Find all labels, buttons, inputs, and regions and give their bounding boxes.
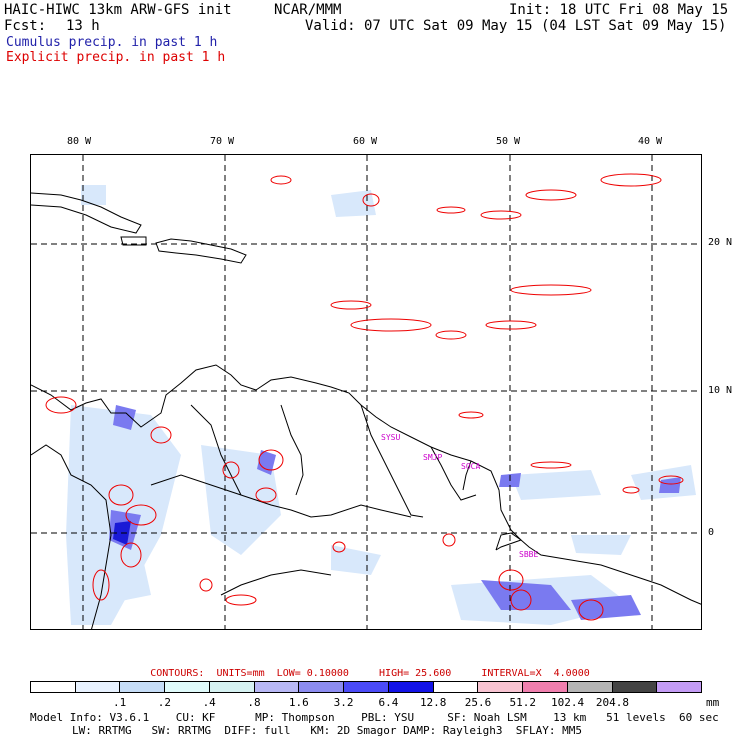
fcst-label: Fcst: [4,18,47,34]
scale-tick-label: .1 [112,696,127,709]
station-sysu: SYSU [381,433,401,442]
scale-cell [478,682,524,692]
scale-tick-label: 51.2 [509,696,537,709]
scale-cell [433,682,479,692]
scale-unit: mm [706,696,720,709]
station-soca: SOCA [461,462,481,471]
lon-label-60w: 60 W [353,136,378,147]
map-svg [31,155,701,629]
lon-label-50w: 50 W [496,136,521,147]
model-info-line2: LW: RRTMG SW: RRTMG DIFF: full KM: 2D Sm… [72,724,582,737]
scale-tick-label: 25.6 [464,696,492,709]
org-label: NCAR/MMM [274,2,342,18]
lon-label-80w: 80 W [67,136,92,147]
scale-cell [75,682,121,692]
scale-cell [31,682,76,692]
scale-tick-label: 102.4 [551,696,585,709]
scale-tick-label: 204.8 [595,696,629,709]
scale-cell [120,682,166,692]
lon-label-40w: 40 W [638,136,663,147]
fcst-value: 13 h [66,18,100,34]
model-title: HAIC-HIWC 13km ARW-GFS init [4,2,232,18]
scale-cell [344,682,389,692]
contours-interval: INTERVAL=X 4.0000 [481,668,590,679]
scale-cell [299,682,345,692]
station-sbbe: SBBE [519,550,539,559]
scale-tick-label: .8 [247,696,261,709]
contours-label: CONTOURS: [150,668,205,679]
scale-cell [612,682,658,692]
scale-tick-label: 6.4 [378,696,399,709]
scale-tick-label: 1.6 [288,696,309,709]
lat-label-20n: 20 N [708,237,733,248]
scale-tick-label: 3.2 [333,696,354,709]
lat-label-10n: 10 N [708,385,733,396]
explicit-contours [45,173,684,621]
contours-info: CONTOURS: UNITS=mm LOW= 0.10000 HIGH= 25… [0,668,740,679]
valid-time: Valid: 07 UTC Sat 09 May 15 (04 LST Sat … [305,18,727,34]
station-smjp: SMJP [423,453,443,462]
contours-high: HIGH= 25.600 [379,668,452,679]
model-info-line1: Model Info: V3.6.1 CU: KF MP: Thompson P… [30,711,719,724]
contours-low: LOW= 0.10000 [276,668,349,679]
init-time: Init: 18 UTC Fri 08 May 15 [509,2,729,18]
contours-units: UNITS=mm [216,668,265,679]
scale-cell [254,682,300,692]
lon-label-70w: 70 W [210,136,235,147]
lat-label-0: 0 [708,527,715,538]
map-panel: SYSU SMJP SOCA SBBE [30,154,702,630]
coastlines [31,192,701,629]
scale-tick-label: .2 [157,696,172,709]
scale-cell [657,682,702,692]
scale-cell [523,682,568,692]
scale-cell [388,682,434,692]
explicit-legend: Explicit precip. in past 1 h [6,50,226,65]
color-scale [30,681,702,693]
scale-tick-label: 12.8 [419,696,447,709]
scale-cell [209,682,255,692]
scale-tick-label: .4 [202,696,216,709]
scale-cell [165,682,210,692]
scale-cell [567,682,613,692]
cumulus-legend: Cumulus precip. in past 1 h [6,35,218,50]
graticule [31,155,701,629]
